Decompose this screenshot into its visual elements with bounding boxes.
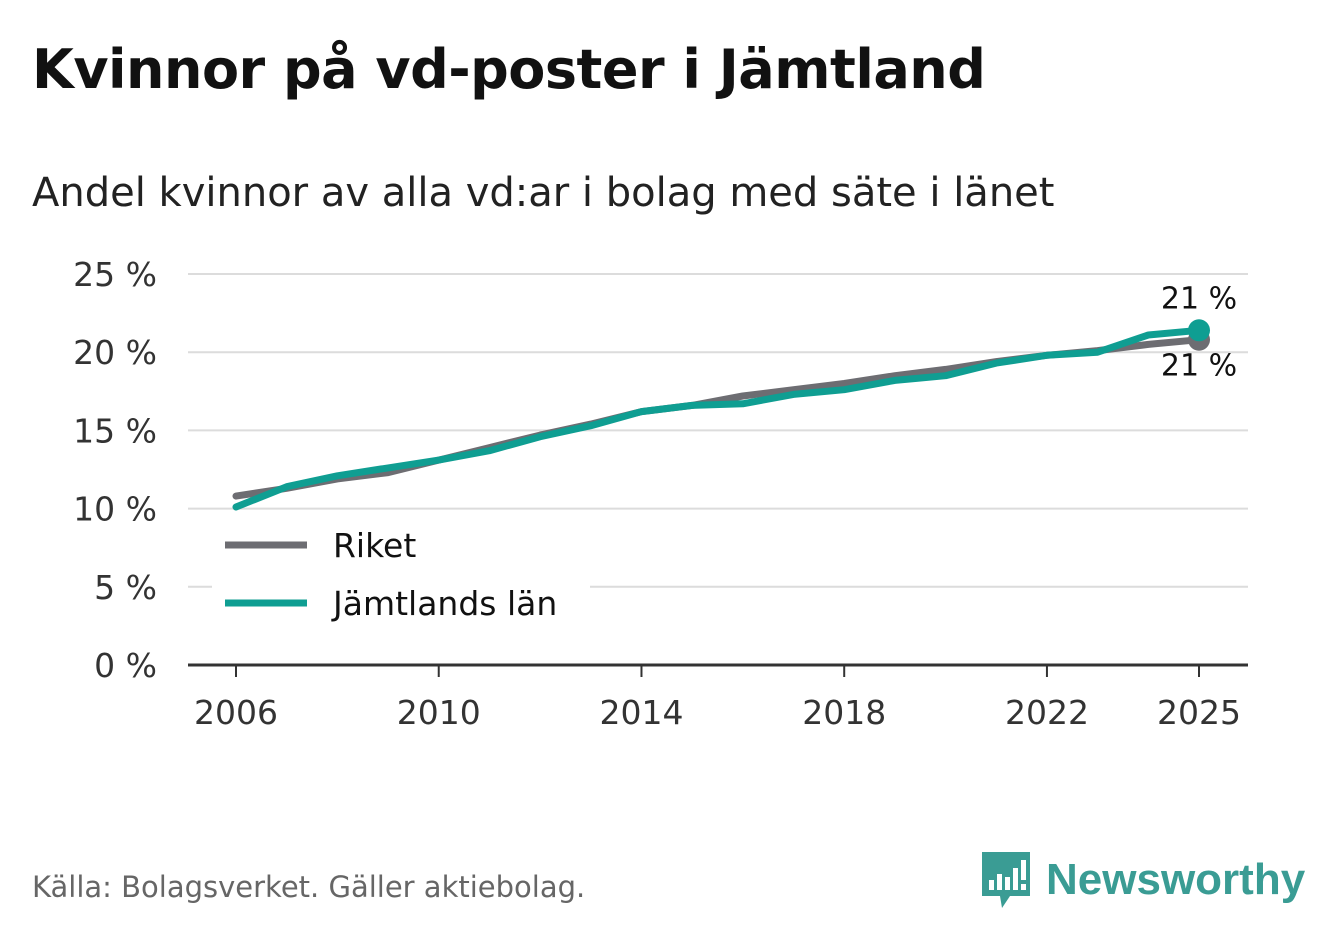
end-labels: 21 % 21 % <box>1161 281 1237 383</box>
series-line-1 <box>232 326 1203 511</box>
legend-label: Riket <box>333 526 416 565</box>
chart-subtitle: Andel kvinnor av alla vd:ar i bolag med … <box>32 170 1055 216</box>
y-tick-label: 15 % <box>73 411 157 450</box>
line-chart: 0 %5 %10 %15 %20 %25 % 2006 2010 2014 2018 2… <box>73 255 1248 732</box>
series-end-point-1 <box>1188 319 1210 342</box>
series-line-0 <box>232 336 1203 500</box>
x-tick-label: 2010 <box>397 693 481 732</box>
legend-background <box>212 515 590 637</box>
y-tick-label: 5 % <box>94 568 157 607</box>
x-axis: 2006 2010 2014 2018 2022 2025 <box>188 663 1248 732</box>
series-lines <box>232 319 1210 511</box>
x-tick-label: 2022 <box>1005 693 1089 732</box>
end-label-jamtland: 21 % <box>1161 281 1237 316</box>
y-tick-label: 0 % <box>94 646 157 685</box>
newsworthy-logo: Newsworthy <box>980 850 1305 910</box>
y-tick-label: 10 % <box>73 490 157 529</box>
y-axis-ticks: 0 % 5 % 10 % 15 % 20 % 25 % <box>73 255 157 685</box>
x-tick-label: 2014 <box>599 693 683 732</box>
x-tick-label: 2025 <box>1157 693 1241 732</box>
newsworthy-logo-text: Newsworthy <box>1046 855 1306 904</box>
source-note: Källa: Bolagsverket. Gäller aktiebolag. <box>32 870 586 904</box>
y-tick-label: 25 % <box>73 255 157 294</box>
end-label-riket: 21 % <box>1161 349 1237 384</box>
legend-label: Jämtlands län <box>331 584 557 623</box>
x-tick-label: 2018 <box>802 693 886 732</box>
newsworthy-logo-icon <box>982 852 1030 908</box>
chart-title: Kvinnor på vd-poster i Jämtland <box>32 38 986 101</box>
y-tick-label: 20 % <box>73 333 157 372</box>
legend: Riket Jämtlands län <box>212 515 590 637</box>
x-tick-label: 2006 <box>194 693 278 732</box>
